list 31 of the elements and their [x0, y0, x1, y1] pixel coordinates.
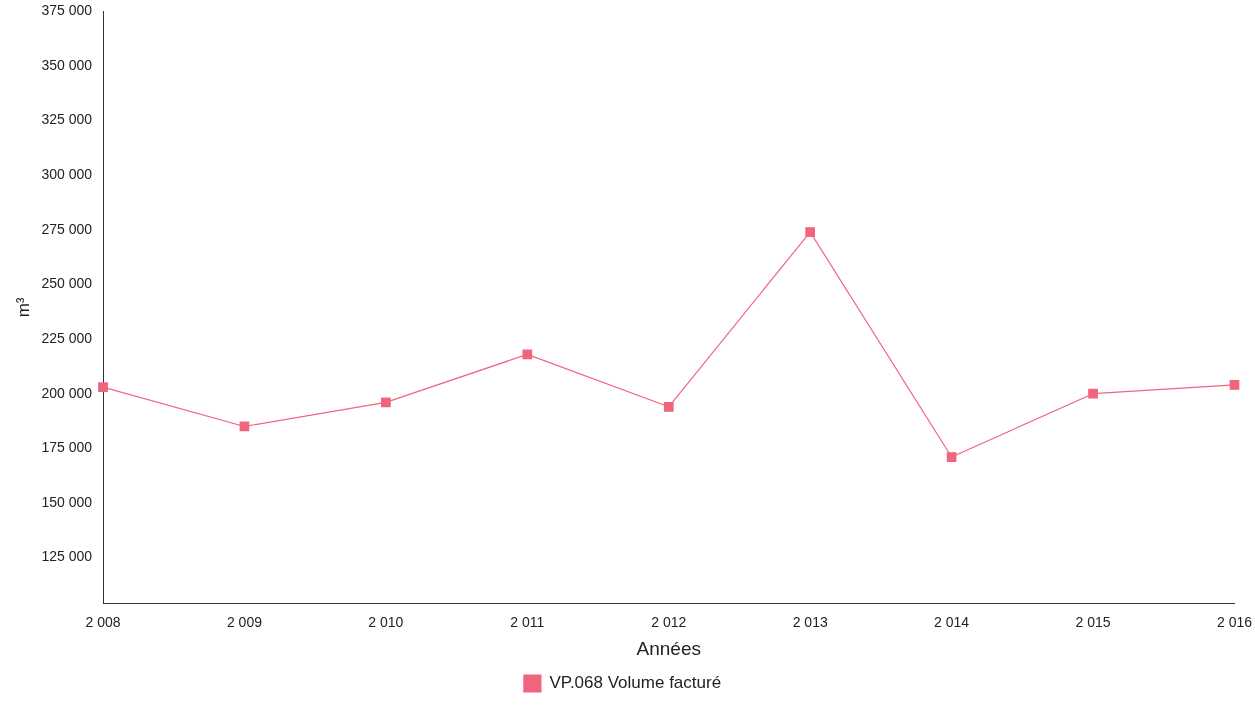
x-tick-label: 2 013: [792, 613, 828, 630]
point: [522, 349, 533, 360]
x-tick-label: 2 016: [1216, 613, 1253, 630]
point: [1229, 380, 1240, 390]
x-axis-title: Années: [636, 637, 701, 659]
point: [805, 227, 816, 237]
x-tick-label: 2 010: [368, 613, 404, 630]
x-tick-label: 2 012: [651, 613, 687, 630]
y-tick-label: 375 000: [41, 2, 93, 19]
legend-label: VP.068 Volume facturé: [549, 673, 722, 693]
x-tick-label: 2 011: [510, 613, 545, 630]
point: [946, 452, 957, 462]
y-tick-label: 225 000: [41, 329, 93, 346]
y-tick-label: 150 000: [41, 493, 93, 510]
y-tick-label: 175 000: [41, 439, 93, 456]
y-tick-label: 200 000: [41, 384, 93, 401]
x-tick-label: 2 009: [226, 613, 263, 630]
x-tick-label: 2 008: [85, 613, 121, 630]
y-tick-label: 275 000: [41, 220, 93, 237]
y-tick-label: 325 000: [41, 111, 93, 128]
y-tick-label: 300 000: [41, 166, 93, 183]
y-axis-title: m³: [13, 297, 33, 318]
x-tick-label: 2 014: [934, 613, 970, 630]
point: [381, 397, 391, 408]
y-tick-label: 350 000: [41, 56, 93, 73]
y-tick-label: 125 000: [41, 548, 93, 565]
point: [98, 382, 108, 392]
point: [663, 401, 674, 412]
y-tick-label: 250 000: [41, 275, 93, 292]
x-tick-label: 2 015: [1075, 613, 1111, 630]
point: [1088, 388, 1098, 399]
